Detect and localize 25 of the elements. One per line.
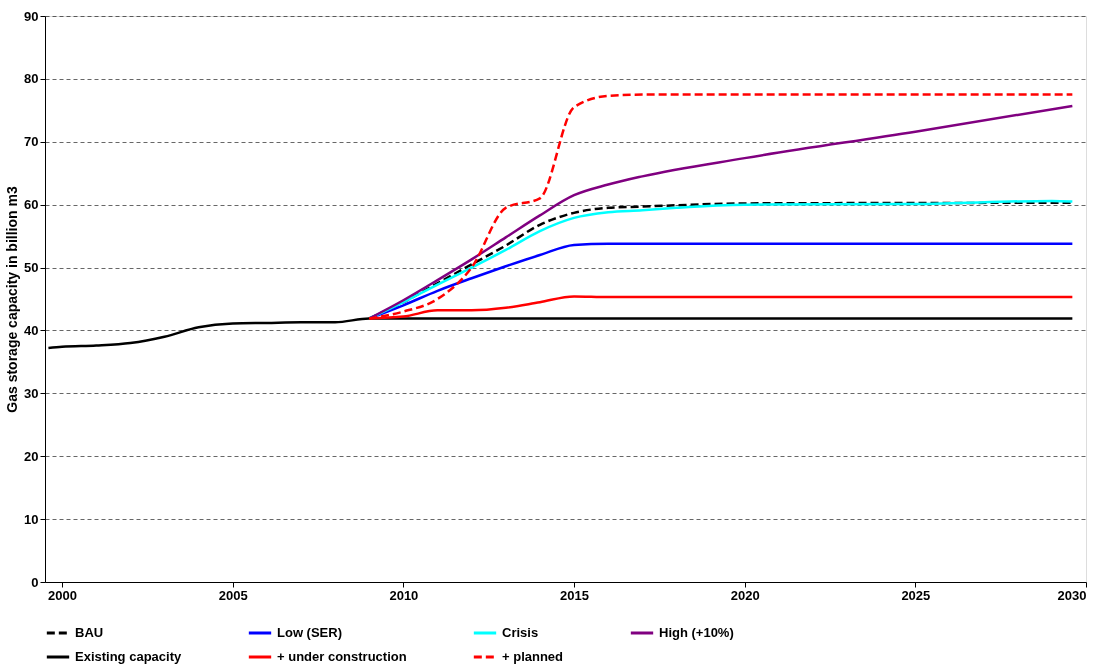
x-tick-label: 2000: [48, 587, 78, 603]
legend-label: High (+10%): [659, 625, 734, 640]
legend-label: + under construction: [277, 649, 407, 664]
x-tick-label: 2030: [1057, 587, 1087, 603]
x-tick-label: 2025: [901, 587, 931, 603]
y-tick-label: 10: [24, 511, 39, 527]
legend-label: Existing capacity: [75, 649, 182, 664]
x-tick-label: 2020: [730, 587, 760, 603]
y-tick-label: 30: [24, 385, 39, 401]
y-tick-label: 90: [24, 8, 39, 24]
y-axis-title: Gas storage capacity in billion m3: [4, 186, 21, 413]
legend-label: BAU: [75, 625, 104, 640]
x-tick-label: 2005: [218, 587, 248, 603]
x-tick-label: 2015: [560, 587, 589, 603]
y-tick-label: 80: [24, 71, 39, 87]
y-tick-label: 0: [31, 574, 39, 590]
legend-label: Low (SER): [277, 625, 342, 640]
x-tick-label: 2010: [389, 587, 419, 603]
y-tick-label: 70: [24, 134, 39, 150]
legend-label: Crisis: [502, 625, 539, 640]
y-tick-label: 50: [24, 260, 39, 276]
legend-label: + planned: [502, 649, 564, 664]
y-tick-label: 40: [24, 322, 39, 338]
y-tick-label: 60: [24, 197, 39, 213]
y-tick-label: 20: [24, 448, 39, 464]
